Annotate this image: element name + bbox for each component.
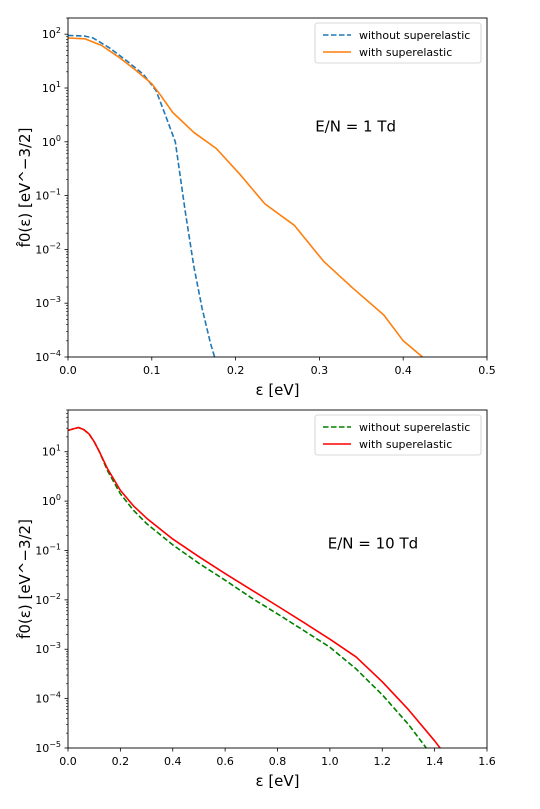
y-tick-label-exp: −1 (49, 188, 61, 197)
y-tick-label: 101 (42, 80, 61, 95)
y-tick-label-exp: 0 (56, 134, 61, 143)
y-tick-label: 10−1 (35, 542, 61, 557)
series-line-without-superelastic (68, 34, 216, 357)
y-tick-label: 102 (42, 26, 61, 41)
series-line-without-superelastic (68, 426, 466, 748)
plot-frame (67, 409, 488, 749)
annotation-text: E/N = 1 Td (315, 118, 396, 136)
legend-box (314, 22, 482, 64)
legend-label: with superelastic (359, 46, 452, 59)
x-tick-label: 0.0 (59, 364, 77, 377)
y-tick-label: 10−3 (35, 641, 61, 656)
y-tick-label-exp: −2 (49, 592, 61, 601)
y-tick-label-exp: 2 (56, 26, 61, 35)
y-tick-label: 10−4 (35, 349, 61, 364)
y-tick-label-base: 10 (35, 190, 49, 203)
y-tick-label: 101 (42, 444, 61, 459)
y-tick-label-base: 10 (35, 297, 49, 310)
y-tick-label-base: 10 (35, 243, 49, 256)
y-tick-label-base: 10 (35, 693, 49, 706)
y-tick-label-exp: −4 (49, 349, 61, 358)
y-tick-label: 100 (42, 134, 61, 149)
y-tick-label-base: 10 (35, 351, 49, 364)
x-tick-label: 1.6 (478, 755, 496, 768)
y-tick-label-base: 10 (35, 594, 49, 607)
x-tick-label: 0.4 (164, 755, 182, 768)
y-tick-label-base: 10 (42, 136, 56, 149)
x-tick-label: 1.2 (374, 755, 392, 768)
y-tick-label-base: 10 (35, 544, 49, 557)
x-tick-label: 0.6 (216, 755, 234, 768)
y-tick-label-exp: −2 (49, 241, 61, 250)
x-axis-label: ε [eV] (255, 772, 299, 790)
legend: without superelastic with superelastic (314, 22, 482, 64)
x-tick-label: 0.2 (112, 755, 130, 768)
x-tick-label: 0.1 (143, 364, 161, 377)
legend-label: with superelastic (359, 438, 452, 451)
y-tick-label-base: 10 (42, 495, 56, 508)
y-tick-label-base: 10 (42, 28, 56, 41)
annotation-text: E/N = 10 Td (328, 535, 418, 553)
x-tick-label: 0.5 (478, 364, 496, 377)
y-tick-label: 10−4 (35, 691, 61, 706)
y-tick-label-exp: −5 (49, 740, 61, 749)
y-tick-label-exp: −3 (49, 295, 61, 304)
y-tick-label-base: 10 (35, 742, 49, 755)
y-tick-label: 10−2 (35, 592, 61, 607)
x-axis-label: ε [eV] (255, 381, 299, 399)
y-tick-label-exp: 0 (56, 493, 61, 502)
x-tick-label: 0.8 (269, 755, 287, 768)
legend: without superelastic with superelastic (314, 414, 482, 456)
y-tick-label-base: 10 (42, 82, 56, 95)
x-tick-label: 1.4 (426, 755, 444, 768)
x-tick-label: 0.2 (227, 364, 245, 377)
y-tick-label-base: 10 (42, 446, 56, 459)
plot-frame (67, 17, 488, 358)
y-axis-label: f̂0(ε) [eV^−3/2] (15, 519, 34, 639)
legend-box (314, 414, 482, 456)
y-tick-label: 100 (42, 493, 61, 508)
x-tick-label: 0.0 (59, 755, 77, 768)
legend-label: without superelastic (359, 421, 470, 434)
y-axis-label: f̂0(ε) [eV^−3/2] (15, 128, 34, 248)
y-tick-label-exp: 1 (56, 80, 61, 89)
y-tick-label: 10−2 (35, 241, 61, 256)
x-tick-label: 0.3 (311, 364, 329, 377)
y-tick-label: 10−5 (35, 740, 61, 755)
legend-label: without superelastic (359, 29, 470, 42)
series-line-with-superelastic (68, 426, 477, 748)
y-tick-label-base: 10 (35, 643, 49, 656)
y-tick-label: 10−1 (35, 188, 61, 203)
y-tick-label-exp: 1 (56, 444, 61, 453)
y-tick-label-exp: −4 (49, 691, 61, 700)
x-tick-label: 1.0 (321, 755, 339, 768)
y-tick-label-exp: −1 (49, 542, 61, 551)
y-tick-label-exp: −3 (49, 641, 61, 650)
y-tick-label: 10−3 (35, 295, 61, 310)
x-tick-label: 0.4 (394, 364, 412, 377)
series-line-with-superelastic (68, 37, 424, 357)
